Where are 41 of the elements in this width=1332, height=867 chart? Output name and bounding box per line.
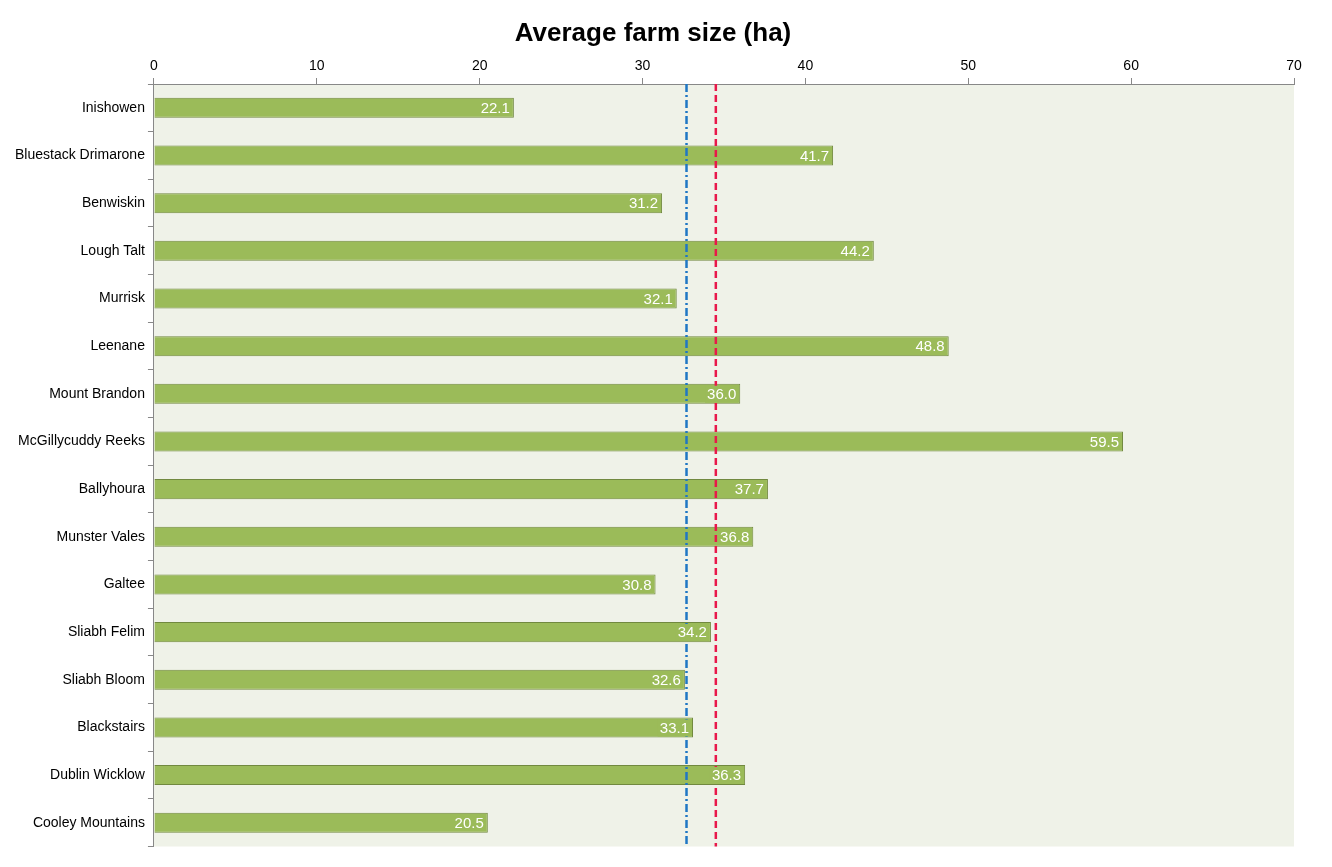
data-label: 41.7 [799,146,830,164]
y-tick-label: Galtee [103,575,146,592]
x-tick-label: 0 [150,57,159,74]
x-tick-label: 70 [1286,57,1302,74]
data-label: 22.1 [480,98,510,116]
y-tick-label: Inishowen [81,98,145,115]
data-label: 37.7 [734,480,764,498]
data-label: 31.2 [628,194,659,212]
x-tick-label: 10 [309,57,325,74]
data-label: 44.2 [840,241,870,259]
y-tick-label: Blackstairs [77,718,145,735]
data-label: 20.5 [454,813,484,831]
chart-title: Average farm size (ha) [514,16,792,47]
y-tick-label: McGillycuddy Reeks [18,432,145,449]
y-tick-label: Cooley Mountains [32,813,145,830]
data-label: 36.0 [707,384,737,402]
data-label: 32.6 [651,670,681,688]
data-label: 33.1 [659,718,690,736]
x-tick-label: 50 [960,57,977,74]
y-tick-label: Bluestack Drimarone [15,146,146,163]
x-tick-label: 40 [797,57,814,74]
data-label: 30.8 [622,575,652,593]
y-tick-label: Dublin Wicklow [50,765,146,782]
x-tick-label: 60 [1123,57,1140,74]
data-label: 36.3 [711,766,742,784]
data-label: 59.5 [1089,432,1119,450]
y-tick-label: Sliabh Bloom [62,670,145,687]
y-tick-label: Benwiskin [81,194,145,211]
y-tick-label: Ballyhoura [78,479,146,496]
x-tick-label: 30 [634,57,651,74]
y-tick-label: Munster Vales [56,527,145,544]
y-tick-label: Murrisk [99,289,146,306]
data-label: 32.1 [643,289,673,307]
data-label: 36.8 [720,527,750,545]
y-tick-label: Mount Brandon [49,384,145,401]
y-tick-label: Leenane [90,337,146,353]
x-tick-label: 20 [471,57,488,74]
data-label: 48.8 [915,337,945,355]
y-tick-label: Sliabh Felim [67,622,145,639]
data-label: 34.2 [677,623,707,641]
y-tick-label: Lough Talt [80,241,146,258]
